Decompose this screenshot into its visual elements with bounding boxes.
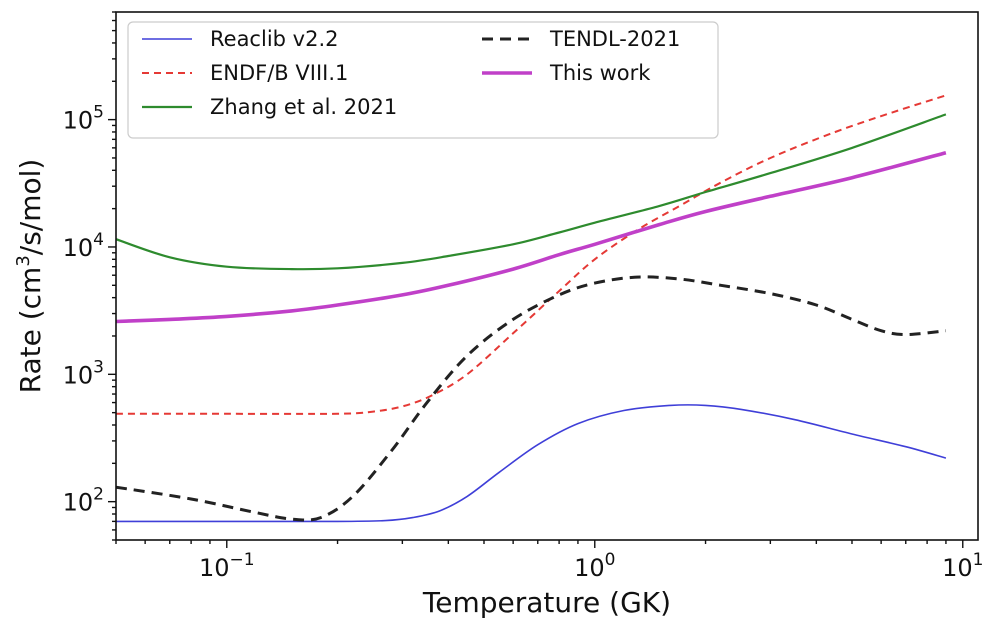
y-tick-exp: 2	[93, 485, 104, 505]
legend-item: This work	[482, 61, 651, 85]
legend-box	[127, 21, 719, 139]
legend-label: TENDL-2021	[549, 27, 680, 51]
x-tick-exp: −1	[230, 550, 255, 570]
y-tick-label: 104	[63, 230, 104, 262]
y-tick-label: 103	[63, 357, 104, 389]
x-tick-base: 10	[199, 554, 230, 582]
y-tick-base: 10	[63, 234, 94, 262]
y-tick-base: 10	[63, 361, 94, 389]
x-tick-exp: 1	[973, 550, 984, 570]
x-tick-label: 100	[574, 550, 615, 582]
y-tick-base: 10	[63, 489, 94, 517]
y-axis-title-tail: /s/mol)	[14, 159, 47, 256]
series-line-this-work	[116, 150, 947, 324]
series-line-reaclib-v2-2	[116, 404, 947, 523]
y-tick-exp: 4	[93, 230, 104, 250]
series-line-zhang-et-al-2021	[116, 113, 947, 271]
legend-label: Zhang et al. 2021	[210, 95, 397, 119]
legend-label: This work	[549, 61, 651, 85]
y-axis-title-main: Rate (cm	[14, 267, 47, 394]
series-line-tendl-2021	[116, 275, 947, 522]
legend: Reaclib v2.2 ENDF/B VIII.1 Zhang et al. 20…	[127, 21, 719, 139]
x-tick-label: 101	[942, 550, 983, 582]
y-tick-label: 102	[63, 485, 104, 517]
legend-items: Reaclib v2.2 ENDF/B VIII.1 Zhang et al. 20…	[142, 27, 680, 119]
legend-item: Zhang et al. 2021	[142, 95, 397, 119]
legend-item: TENDL-2021	[482, 27, 680, 51]
series-layer	[116, 94, 947, 523]
x-tick-base: 10	[574, 554, 605, 582]
legend-item: Reaclib v2.2	[142, 27, 338, 51]
legend-label: ENDF/B VIII.1	[210, 61, 348, 85]
x-tick-exp: 0	[605, 550, 616, 570]
y-axis-title-sup: 3	[13, 255, 34, 266]
legend-label: Reaclib v2.2	[210, 27, 338, 51]
x-tick-base: 10	[942, 554, 973, 582]
y-axis-title: Rate (cm3/s/mol)	[13, 159, 47, 394]
series-line-endf-b-viii-1	[116, 94, 947, 415]
legend-item: ENDF/B VIII.1	[142, 61, 348, 85]
y-tick-exp: 5	[93, 103, 104, 123]
x-axis-title: Temperature (GK)	[422, 586, 671, 619]
x-tick-label: 10−1	[199, 550, 255, 582]
y-tick-base: 10	[63, 107, 94, 135]
y-tick-label: 105	[63, 103, 104, 135]
plot-frame	[115, 11, 979, 541]
y-tick-exp: 3	[93, 357, 104, 377]
